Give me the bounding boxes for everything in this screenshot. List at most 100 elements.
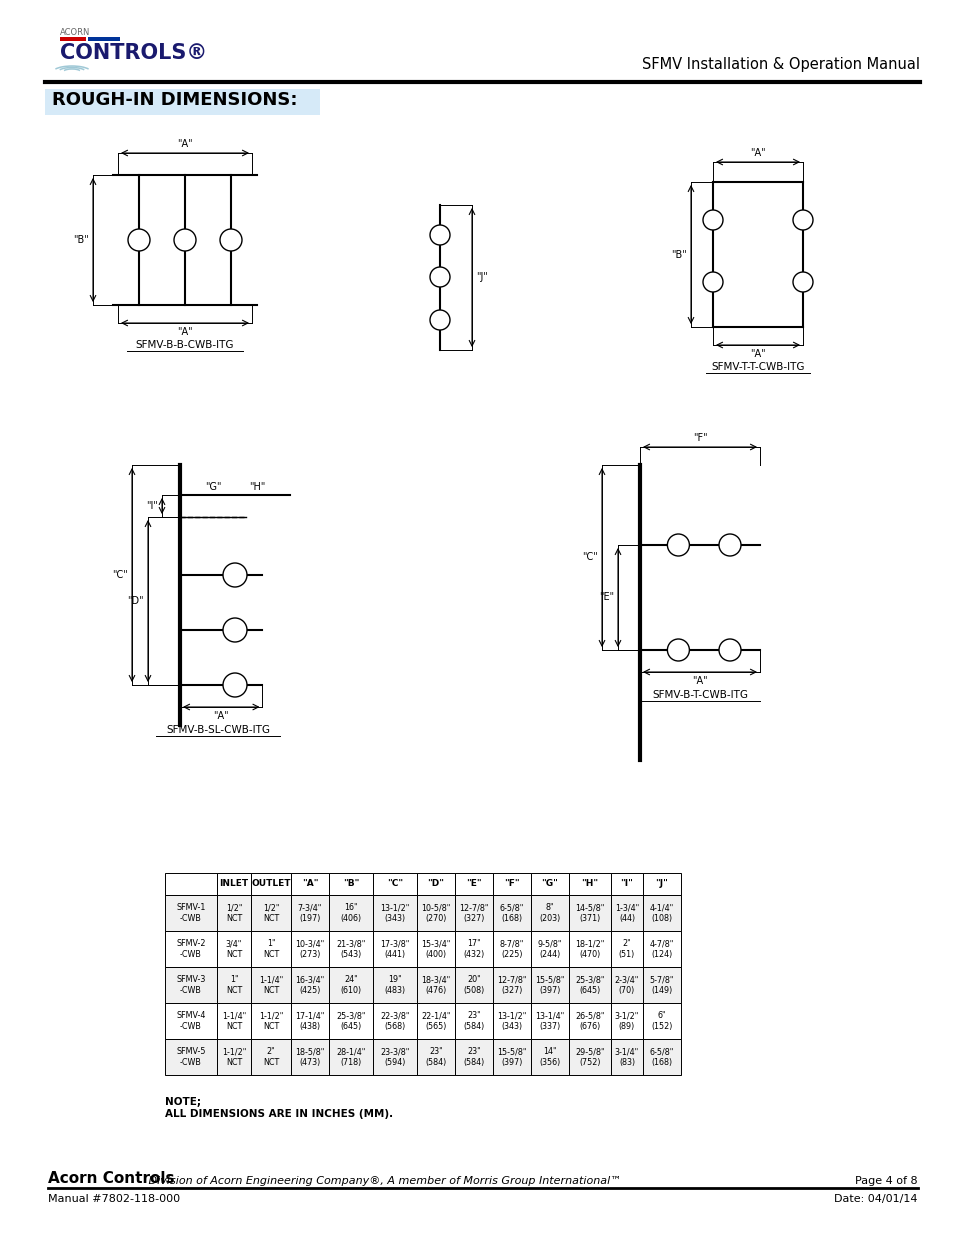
Text: 1"
NCT: 1" NCT — [263, 940, 279, 958]
Bar — [291, 1003, 329, 1039]
Text: SFMV-B-T-CWB-ITG: SFMV-B-T-CWB-ITG — [651, 690, 747, 700]
Text: 15-5/8"
(397): 15-5/8" (397) — [535, 976, 564, 994]
Bar — [373, 1003, 416, 1039]
Bar — [216, 931, 251, 967]
Text: "B": "B" — [671, 249, 686, 259]
Bar — [455, 967, 493, 1003]
Text: Page 4 of 8: Page 4 of 8 — [855, 1176, 917, 1186]
Circle shape — [430, 310, 450, 330]
Bar — [416, 931, 455, 967]
Bar — [416, 873, 455, 895]
Text: "I": "I" — [146, 501, 158, 511]
Bar — [416, 967, 455, 1003]
Circle shape — [719, 638, 740, 661]
Text: 22-1/4"
(565): 22-1/4" (565) — [421, 1011, 450, 1031]
Text: "F": "F" — [692, 433, 706, 443]
Text: 29-5/8"
(752): 29-5/8" (752) — [575, 1047, 604, 1067]
Text: 23"
(584): 23" (584) — [463, 1011, 484, 1031]
Bar — [531, 967, 568, 1003]
Bar — [251, 873, 291, 895]
Bar — [610, 1039, 642, 1074]
Bar — [165, 873, 216, 895]
Bar — [251, 895, 291, 931]
Bar — [329, 967, 373, 1003]
Text: "A": "A" — [213, 711, 229, 721]
Bar — [493, 1003, 531, 1039]
Bar — [291, 967, 329, 1003]
Text: CONTROLS®: CONTROLS® — [60, 43, 207, 63]
Bar — [531, 895, 568, 931]
Bar — [373, 1039, 416, 1074]
Text: 21-3/8"
(543): 21-3/8" (543) — [336, 940, 365, 958]
Text: "A": "A" — [749, 148, 765, 158]
Circle shape — [702, 272, 722, 291]
Text: "H": "H" — [580, 879, 598, 888]
Text: 6-5/8"
(168): 6-5/8" (168) — [499, 903, 523, 923]
Circle shape — [792, 210, 812, 230]
Bar — [568, 873, 610, 895]
Bar — [165, 931, 216, 967]
Bar — [373, 967, 416, 1003]
Text: "C": "C" — [581, 552, 598, 562]
Text: "C": "C" — [112, 571, 128, 580]
Bar — [531, 873, 568, 895]
Text: Division of Acorn Engineering Company®, A member of Morris Group International™: Division of Acorn Engineering Company®, … — [145, 1176, 620, 1186]
Text: 13-1/4"
(337): 13-1/4" (337) — [535, 1011, 564, 1031]
Text: "D": "D" — [128, 597, 144, 606]
Bar — [642, 1039, 680, 1074]
Text: 28-1/4"
(718): 28-1/4" (718) — [336, 1047, 365, 1067]
Text: 1/2"
NCT: 1/2" NCT — [262, 903, 279, 923]
Text: 5-7/8"
(149): 5-7/8" (149) — [649, 976, 674, 994]
Text: 2-3/4"
(70): 2-3/4" (70) — [614, 976, 639, 994]
Bar — [455, 1039, 493, 1074]
Bar — [165, 895, 216, 931]
Text: Manual #7802-118-000: Manual #7802-118-000 — [48, 1194, 180, 1204]
Text: 17-3/8"
(441): 17-3/8" (441) — [380, 940, 409, 958]
Text: 17-1/4"
(438): 17-1/4" (438) — [295, 1011, 324, 1031]
Circle shape — [173, 228, 195, 251]
Text: 4-7/8"
(124): 4-7/8" (124) — [649, 940, 674, 958]
Text: 7-3/4"
(197): 7-3/4" (197) — [297, 903, 322, 923]
Text: 25-3/8"
(645): 25-3/8" (645) — [575, 976, 604, 994]
Bar — [329, 873, 373, 895]
Text: 25-3/8"
(645): 25-3/8" (645) — [335, 1011, 365, 1031]
Bar — [216, 873, 251, 895]
Bar — [416, 1039, 455, 1074]
Text: 18-1/2"
(470): 18-1/2" (470) — [575, 940, 604, 958]
Text: "A": "A" — [692, 676, 707, 685]
Text: 18-3/4"
(476): 18-3/4" (476) — [421, 976, 450, 994]
Bar — [531, 1003, 568, 1039]
Text: "F": "F" — [503, 879, 519, 888]
Bar — [493, 1039, 531, 1074]
Text: SFMV-2
-CWB: SFMV-2 -CWB — [176, 940, 206, 958]
Bar — [642, 967, 680, 1003]
Bar — [216, 1003, 251, 1039]
Bar — [568, 895, 610, 931]
Bar — [455, 895, 493, 931]
Text: 16"
(406): 16" (406) — [340, 903, 361, 923]
Text: "I": "I" — [619, 879, 633, 888]
Text: 23-3/8"
(594): 23-3/8" (594) — [380, 1047, 409, 1067]
Bar — [373, 873, 416, 895]
Bar — [45, 89, 319, 115]
Text: "A": "A" — [301, 879, 318, 888]
Circle shape — [223, 673, 247, 697]
Bar — [493, 895, 531, 931]
Text: 20"
(508): 20" (508) — [463, 976, 484, 994]
Text: "G": "G" — [541, 879, 558, 888]
Text: "E": "E" — [466, 879, 481, 888]
Text: SFMV-4
-CWB: SFMV-4 -CWB — [176, 1011, 206, 1031]
Text: SFMV Installation & Operation Manual: SFMV Installation & Operation Manual — [641, 57, 919, 72]
Bar — [373, 931, 416, 967]
Text: 4-1/4"
(108): 4-1/4" (108) — [649, 903, 674, 923]
Text: NOTE;
ALL DIMENSIONS ARE IN INCHES (MM).: NOTE; ALL DIMENSIONS ARE IN INCHES (MM). — [165, 1097, 393, 1119]
Text: 1-3/4"
(44): 1-3/4" (44) — [615, 903, 639, 923]
Text: 9-5/8"
(244): 9-5/8" (244) — [537, 940, 561, 958]
Bar — [329, 1039, 373, 1074]
Text: 6-5/8"
(168): 6-5/8" (168) — [649, 1047, 674, 1067]
Text: 26-5/8"
(676): 26-5/8" (676) — [575, 1011, 604, 1031]
Circle shape — [702, 210, 722, 230]
Bar — [568, 967, 610, 1003]
Bar — [610, 931, 642, 967]
Bar — [165, 1003, 216, 1039]
